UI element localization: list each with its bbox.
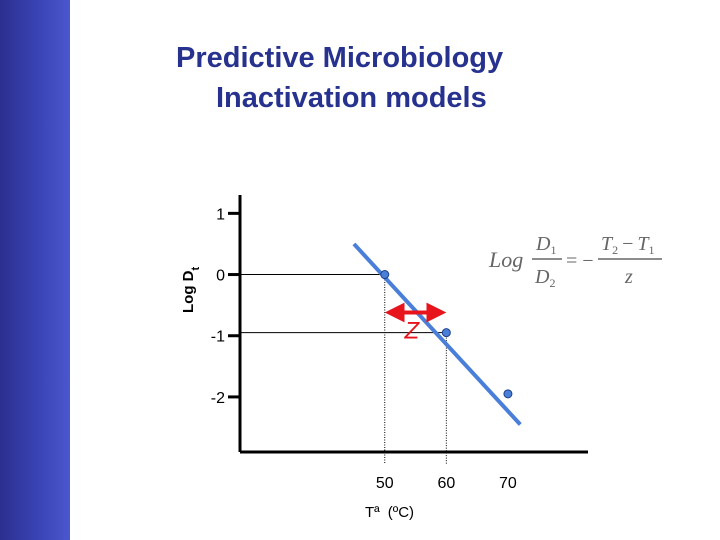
y-tick-label: -2 <box>211 390 225 407</box>
slide-title: Predictive Microbiology Inactivation mod… <box>120 38 600 118</box>
data-point <box>441 328 451 338</box>
formula-log: Log <box>488 247 523 272</box>
series-group <box>352 242 522 426</box>
title-line-1: Predictive Microbiology <box>176 42 504 74</box>
formula-num-left: D1 <box>535 233 556 257</box>
y-tick-label: 0 <box>216 268 225 285</box>
x-axis-label: Tª (ºC) <box>365 504 414 521</box>
x-tick-label: 60 <box>437 475 455 492</box>
title-line-2: Inactivation models <box>216 82 487 114</box>
formula-den-left: D2 <box>534 266 555 290</box>
x-tick-label: 70 <box>499 475 517 492</box>
d-value-formula: Log D1 D2 = − T2− T1 z <box>488 233 662 290</box>
formula-num-right: T2− T1 <box>601 233 655 257</box>
y-tick-label: 1 <box>216 206 225 223</box>
formula-den-right: z <box>624 266 633 288</box>
z-label: Z <box>404 317 421 344</box>
guide-lines <box>240 274 447 464</box>
data-point <box>380 270 390 280</box>
x-tick-label: 50 <box>376 475 394 492</box>
data-point <box>503 389 513 399</box>
chart-axes <box>228 195 588 454</box>
tick-labels: 1 0 -1 -2 50 60 70 <box>211 206 517 492</box>
y-axis-label: Log Dt <box>180 267 202 314</box>
y-tick-label: -1 <box>211 329 225 346</box>
sidebar-band <box>0 0 70 540</box>
formula-equals: = − <box>566 250 594 272</box>
